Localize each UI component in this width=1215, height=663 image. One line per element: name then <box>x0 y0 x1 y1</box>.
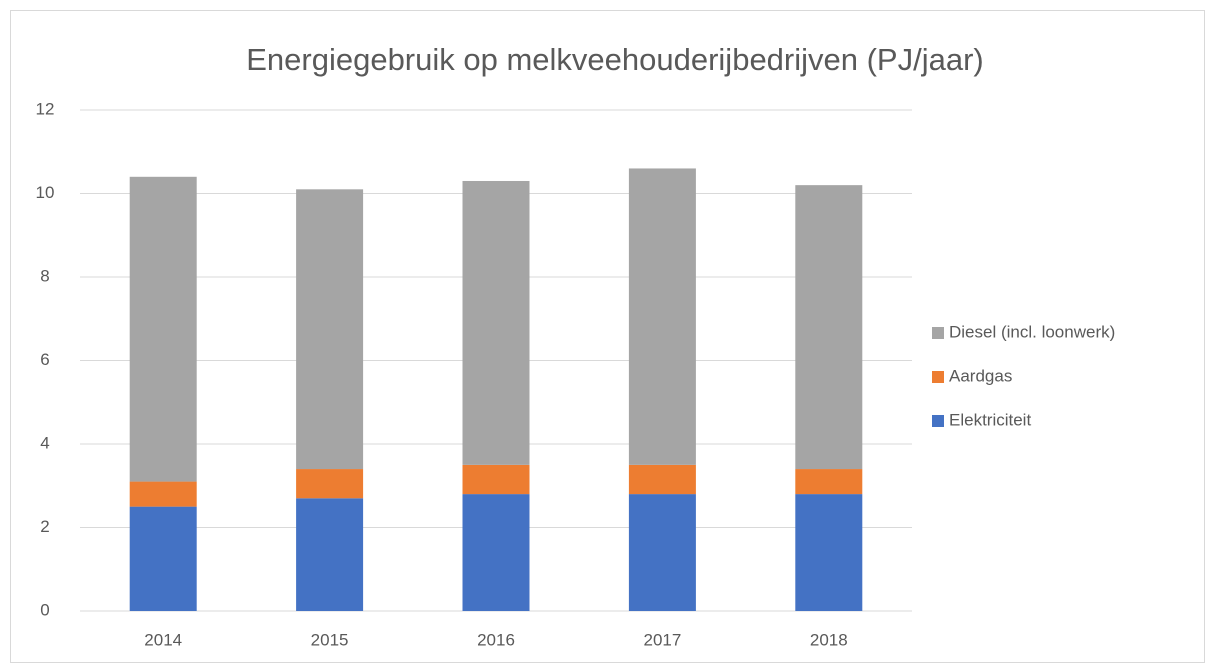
x-tick-label: 2018 <box>810 630 848 649</box>
x-tick-label: 2015 <box>311 630 349 649</box>
bar-segment <box>795 185 863 470</box>
bar-segment <box>795 469 863 495</box>
bar-segment <box>462 494 530 611</box>
y-tick-label: 12 <box>36 99 55 118</box>
bar-segment <box>462 464 530 495</box>
y-tick-label: 6 <box>40 350 49 369</box>
legend-swatch <box>932 415 944 427</box>
bar-segment <box>296 189 364 470</box>
bar-segment <box>628 464 696 495</box>
legend-swatch <box>932 371 944 383</box>
bar-segment <box>129 481 197 507</box>
x-tick-label: 2016 <box>477 630 515 649</box>
x-tick-label: 2014 <box>144 630 182 649</box>
y-tick-label: 0 <box>40 600 49 619</box>
chart-title: Energiegebruik op melkveehouderijbedrijv… <box>246 42 984 77</box>
bar-segment <box>296 469 364 499</box>
bar-segment <box>628 168 696 465</box>
bar-segment <box>296 498 364 611</box>
legend-label: Elektriciteit <box>949 410 1031 429</box>
y-tick-label: 8 <box>40 266 49 285</box>
bar-segment <box>795 494 863 611</box>
bar-segment <box>129 176 197 482</box>
x-tick-label: 2017 <box>643 630 681 649</box>
chart-border <box>10 10 1205 663</box>
y-tick-label: 4 <box>40 433 49 452</box>
bar-segment <box>462 180 530 465</box>
bar-segment <box>129 506 197 611</box>
y-tick-label: 10 <box>36 183 55 202</box>
legend-label: Aardgas <box>949 366 1012 385</box>
bar-segment <box>628 494 696 611</box>
legend-label: Diesel (incl. loonwerk) <box>949 322 1115 341</box>
y-tick-label: 2 <box>40 517 49 536</box>
legend-swatch <box>932 327 944 339</box>
